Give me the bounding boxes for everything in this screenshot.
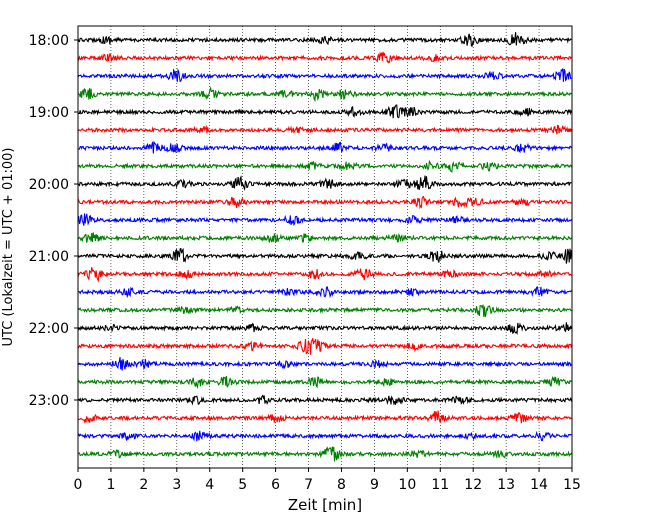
x-tick-label: 15 bbox=[563, 477, 581, 493]
x-tick-label: 11 bbox=[431, 477, 449, 493]
trace-1800 bbox=[77, 32, 572, 47]
trace-2145 bbox=[77, 304, 572, 318]
x-tick-label: 7 bbox=[304, 477, 313, 493]
x-tick-label: 14 bbox=[530, 477, 548, 493]
trace-2115 bbox=[77, 267, 572, 283]
y-tick-label: 21:00 bbox=[29, 249, 69, 265]
trace-2330 bbox=[77, 430, 572, 442]
trace-1815 bbox=[77, 51, 572, 64]
x-tick-label: 10 bbox=[398, 477, 416, 493]
trace-1930 bbox=[77, 140, 572, 154]
trace-2215 bbox=[77, 338, 572, 355]
y-tick-label: 19:00 bbox=[29, 105, 69, 121]
x-axis-title: Zeit [min] bbox=[288, 496, 362, 514]
plot-frame bbox=[77, 25, 573, 469]
x-tick-label: 2 bbox=[139, 477, 148, 493]
trace-2130 bbox=[77, 286, 572, 299]
x-tick-label: 5 bbox=[238, 477, 247, 493]
y-tick-label: 23:00 bbox=[29, 393, 69, 409]
x-tick-label: 3 bbox=[172, 477, 181, 493]
x-tick-label: 6 bbox=[271, 477, 280, 493]
trace-2030 bbox=[77, 213, 572, 227]
trace-1845 bbox=[77, 86, 572, 103]
x-tick-label: 1 bbox=[106, 477, 115, 493]
trace-2100 bbox=[77, 247, 572, 264]
trace-2315 bbox=[77, 410, 572, 424]
trace-1830 bbox=[77, 67, 572, 83]
x-tick-label: 0 bbox=[74, 477, 83, 493]
y-axis-ticks: 18:00 19:00 20:00 21:00 22:00 23:00 bbox=[29, 33, 78, 409]
x-tick-label: 9 bbox=[370, 477, 379, 493]
y-tick-label: 22:00 bbox=[29, 321, 69, 337]
seismic-traces bbox=[77, 32, 572, 462]
x-tick-label: 12 bbox=[464, 477, 482, 493]
trace-2200 bbox=[77, 322, 572, 336]
trace-1915 bbox=[77, 124, 572, 135]
trace-1900 bbox=[77, 104, 572, 119]
trace-2245 bbox=[77, 375, 572, 390]
trace-1945 bbox=[77, 159, 572, 173]
trace-2015 bbox=[77, 195, 572, 210]
trace-2230 bbox=[77, 357, 572, 371]
y-tick-label: 18:00 bbox=[29, 33, 69, 49]
y-axis-title: UTC (Lokalzeit = UTC + 01:00) bbox=[1, 148, 16, 347]
y-tick-label: 20:00 bbox=[29, 177, 69, 193]
x-tick-label: 8 bbox=[337, 477, 346, 493]
x-axis-ticks: 0 1 2 3 4 5 6 7 8 9 10 11 12 13 14 15 bbox=[74, 468, 581, 493]
trace-2345 bbox=[77, 446, 572, 462]
trace-2300 bbox=[77, 394, 572, 406]
x-tick-label: 4 bbox=[205, 477, 214, 493]
trace-2000 bbox=[77, 175, 572, 192]
x-tick-label: 13 bbox=[497, 477, 515, 493]
trace-2045 bbox=[77, 232, 572, 244]
